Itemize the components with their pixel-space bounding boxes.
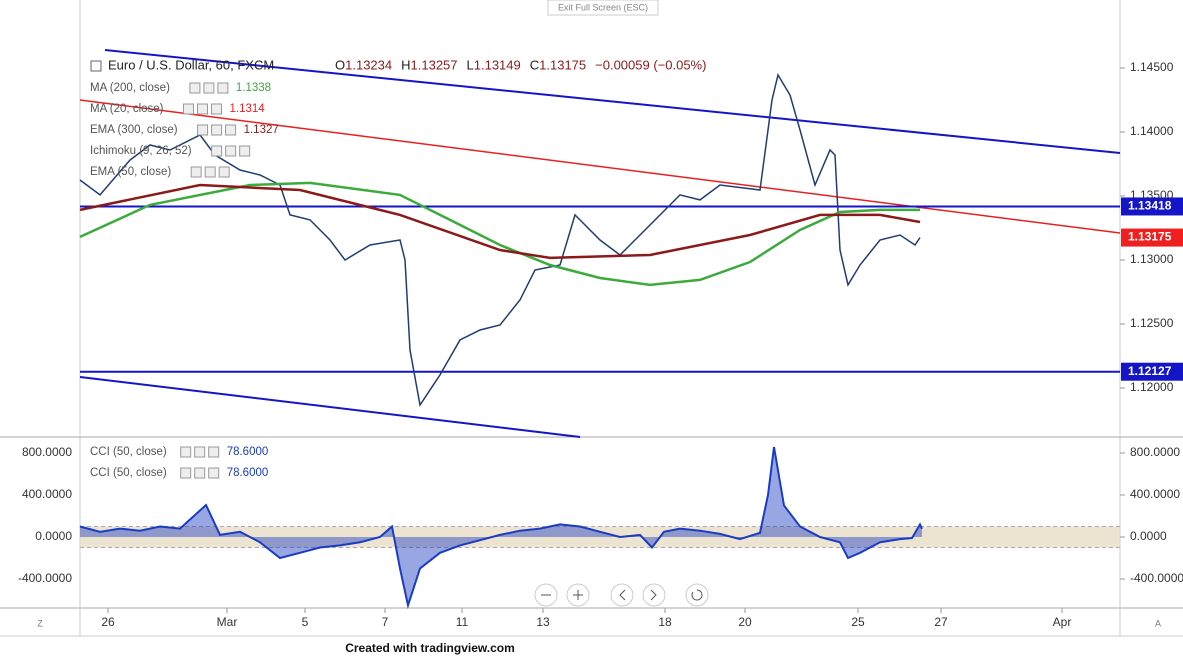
y-tick-label: -400.0000 xyxy=(1130,571,1183,585)
legend-label: CCI (50, close) xyxy=(90,446,167,458)
legend-icon xyxy=(180,446,192,458)
legend-value: 78.6000 xyxy=(227,467,269,479)
x-tick-label: 11 xyxy=(456,615,469,629)
ohlc-key: C xyxy=(530,57,539,72)
footer: Created with tradingview.com xyxy=(345,641,515,655)
legend-icon xyxy=(189,82,201,94)
trend-line xyxy=(79,99,1121,234)
legend-icon xyxy=(190,166,202,178)
y-tick-label: 0.0000 xyxy=(1130,529,1167,543)
legend-value: 78.6000 xyxy=(227,446,269,458)
legend-icon xyxy=(204,166,216,178)
legend-icon xyxy=(194,467,206,479)
legend-label: Ichimoku (9, 26, 52) xyxy=(90,145,192,157)
change: −0.00059 (−0.05%) xyxy=(595,57,706,72)
y-tick-label: 1.13000 xyxy=(1130,252,1174,266)
level-box xyxy=(1121,362,1183,381)
cci-band xyxy=(80,526,1120,548)
legend-label: CCI (50, close) xyxy=(90,467,167,479)
legend-label: MA (20, close) xyxy=(90,103,164,115)
chart-title: Euro / U.S. Dollar, 60, FXCM xyxy=(108,57,274,72)
legend-icon xyxy=(208,467,220,479)
legend-icon xyxy=(239,145,251,157)
price-line xyxy=(79,73,921,407)
trend-line xyxy=(79,376,581,438)
legend-value: 1.1338 xyxy=(236,82,271,94)
legend-icon xyxy=(180,467,192,479)
last-price-box xyxy=(1121,228,1183,247)
legend-icon xyxy=(197,124,209,136)
ohlc-value: 1.13149 xyxy=(474,57,521,72)
y-tick-label-left: -400.0000 xyxy=(18,571,72,585)
x-tick-label: 5 xyxy=(302,615,309,629)
y-tick-label: 400.0000 xyxy=(1130,487,1180,501)
legend-icon xyxy=(197,103,208,115)
ohlc-value: 1.13257 xyxy=(411,57,458,72)
legend-label: MA (200, close) xyxy=(90,82,170,94)
x-tick-label: 20 xyxy=(738,615,752,629)
y-tick-label-left: 0.0000 xyxy=(35,529,72,543)
legend-value: 1.1327 xyxy=(244,124,279,136)
y-tick-label-left: 800.0000 xyxy=(22,445,72,459)
legend-icon xyxy=(203,82,215,94)
y-tick-label: 800.0000 xyxy=(1130,445,1180,459)
legend-value: 1.1314 xyxy=(230,103,266,115)
x-tick-label: Mar xyxy=(217,615,238,629)
ma-line xyxy=(79,183,921,260)
scroll-left[interactable] xyxy=(610,583,634,607)
x-tick-label: Apr xyxy=(1053,615,1072,629)
ma-line xyxy=(79,181,920,287)
legend-icon xyxy=(211,103,222,115)
x-tick-label: 13 xyxy=(536,615,550,629)
nav-icons xyxy=(541,589,703,601)
last-price-label: 1.13175 xyxy=(1128,230,1172,244)
cci-line xyxy=(79,446,923,610)
nav-buttons xyxy=(534,583,709,607)
ohlc-key: O xyxy=(335,57,345,72)
x-tick-label: 26 xyxy=(101,615,115,629)
level-label: 1.12127 xyxy=(1128,364,1172,378)
corner-a[interactable]: A xyxy=(1155,618,1161,628)
legend-label: EMA (50, close) xyxy=(90,166,171,178)
x-tick-label: 18 xyxy=(658,615,672,629)
x-tick-label: 7 xyxy=(382,615,389,629)
y-tick-label: 1.14000 xyxy=(1130,124,1174,138)
legend-icon xyxy=(217,82,229,94)
y-tick-label: 1.12000 xyxy=(1130,380,1174,394)
collapse-icon xyxy=(90,60,102,72)
legend-icon xyxy=(225,145,237,157)
legend-icon xyxy=(183,103,194,115)
ohlc-value: 1.13175 xyxy=(539,57,586,72)
legend-icon xyxy=(211,145,223,157)
corner-z[interactable]: Z xyxy=(37,618,43,628)
ohlc-key: L xyxy=(467,57,474,72)
y-tick-label: 1.14500 xyxy=(1130,60,1174,74)
level-box xyxy=(1121,197,1183,216)
y-tick-label: 1.12500 xyxy=(1130,316,1174,330)
legend-label: EMA (300, close) xyxy=(90,124,178,136)
exit-label[interactable]: Exit Full Screen (ESC) xyxy=(558,2,648,12)
x-tick-label: 25 xyxy=(851,615,865,629)
legend-icon xyxy=(225,124,237,136)
x-tick-label: 27 xyxy=(934,615,948,629)
legend-icon xyxy=(211,124,223,136)
reset[interactable] xyxy=(685,583,709,607)
legend-icon xyxy=(208,446,220,458)
trend-line xyxy=(104,49,1121,154)
legend-icon xyxy=(194,446,206,458)
ohlc-key: H xyxy=(401,57,410,72)
ohlc-value: 1.13234 xyxy=(345,57,392,72)
exit-button[interactable] xyxy=(547,0,659,16)
level-label: 1.13418 xyxy=(1128,199,1172,213)
scroll-right[interactable] xyxy=(642,583,666,607)
y-tick-label-left: 400.0000 xyxy=(22,487,72,501)
legend-icon xyxy=(218,166,230,178)
